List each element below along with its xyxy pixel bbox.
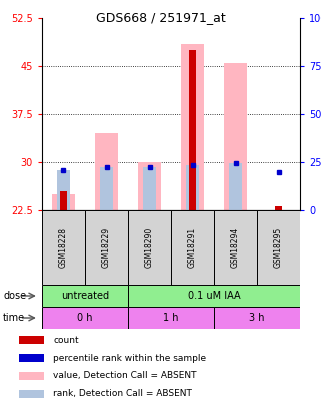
Text: GSM18228: GSM18228 [59, 227, 68, 268]
Bar [229, 163, 242, 210]
Bar [257, 210, 300, 285]
Bar [42, 210, 85, 285]
Bar [85, 210, 128, 285]
Text: GSM18295: GSM18295 [274, 227, 283, 268]
Bar [143, 167, 156, 210]
Bar [128, 285, 300, 307]
Text: GSM18229: GSM18229 [102, 227, 111, 268]
Bar [100, 167, 113, 210]
Bar [128, 307, 214, 329]
Text: 0 h: 0 h [77, 313, 93, 323]
Text: percentile rank within the sample: percentile rank within the sample [53, 354, 206, 362]
Bar [57, 170, 70, 210]
Bar [171, 210, 214, 285]
Bar [181, 44, 204, 210]
Bar [52, 194, 75, 210]
Bar [275, 205, 282, 210]
Bar [186, 165, 199, 210]
Text: value, Detection Call = ABSENT: value, Detection Call = ABSENT [53, 371, 196, 380]
Text: 0.1 uM IAA: 0.1 uM IAA [188, 291, 240, 301]
Text: count: count [53, 335, 79, 345]
Bar [42, 285, 128, 307]
Text: GSM18294: GSM18294 [231, 227, 240, 268]
Bar [189, 50, 196, 210]
Text: time: time [3, 313, 25, 323]
Text: 3 h: 3 h [249, 313, 265, 323]
Bar [128, 210, 171, 285]
Text: GSM18290: GSM18290 [145, 227, 154, 268]
Bar [138, 162, 161, 210]
Text: untreated: untreated [61, 291, 109, 301]
Text: dose: dose [3, 291, 26, 301]
Bar [95, 133, 118, 210]
Bar [42, 307, 128, 329]
Bar [214, 307, 300, 329]
Bar [19, 336, 44, 344]
Bar [60, 191, 67, 210]
Text: GDS668 / 251971_at: GDS668 / 251971_at [96, 11, 225, 24]
Text: 1 h: 1 h [163, 313, 179, 323]
Bar [19, 372, 44, 380]
Bar [19, 354, 44, 362]
Text: rank, Detection Call = ABSENT: rank, Detection Call = ABSENT [53, 390, 192, 399]
Bar [19, 390, 44, 398]
Bar [214, 210, 257, 285]
Bar [224, 63, 247, 210]
Text: GSM18291: GSM18291 [188, 227, 197, 268]
